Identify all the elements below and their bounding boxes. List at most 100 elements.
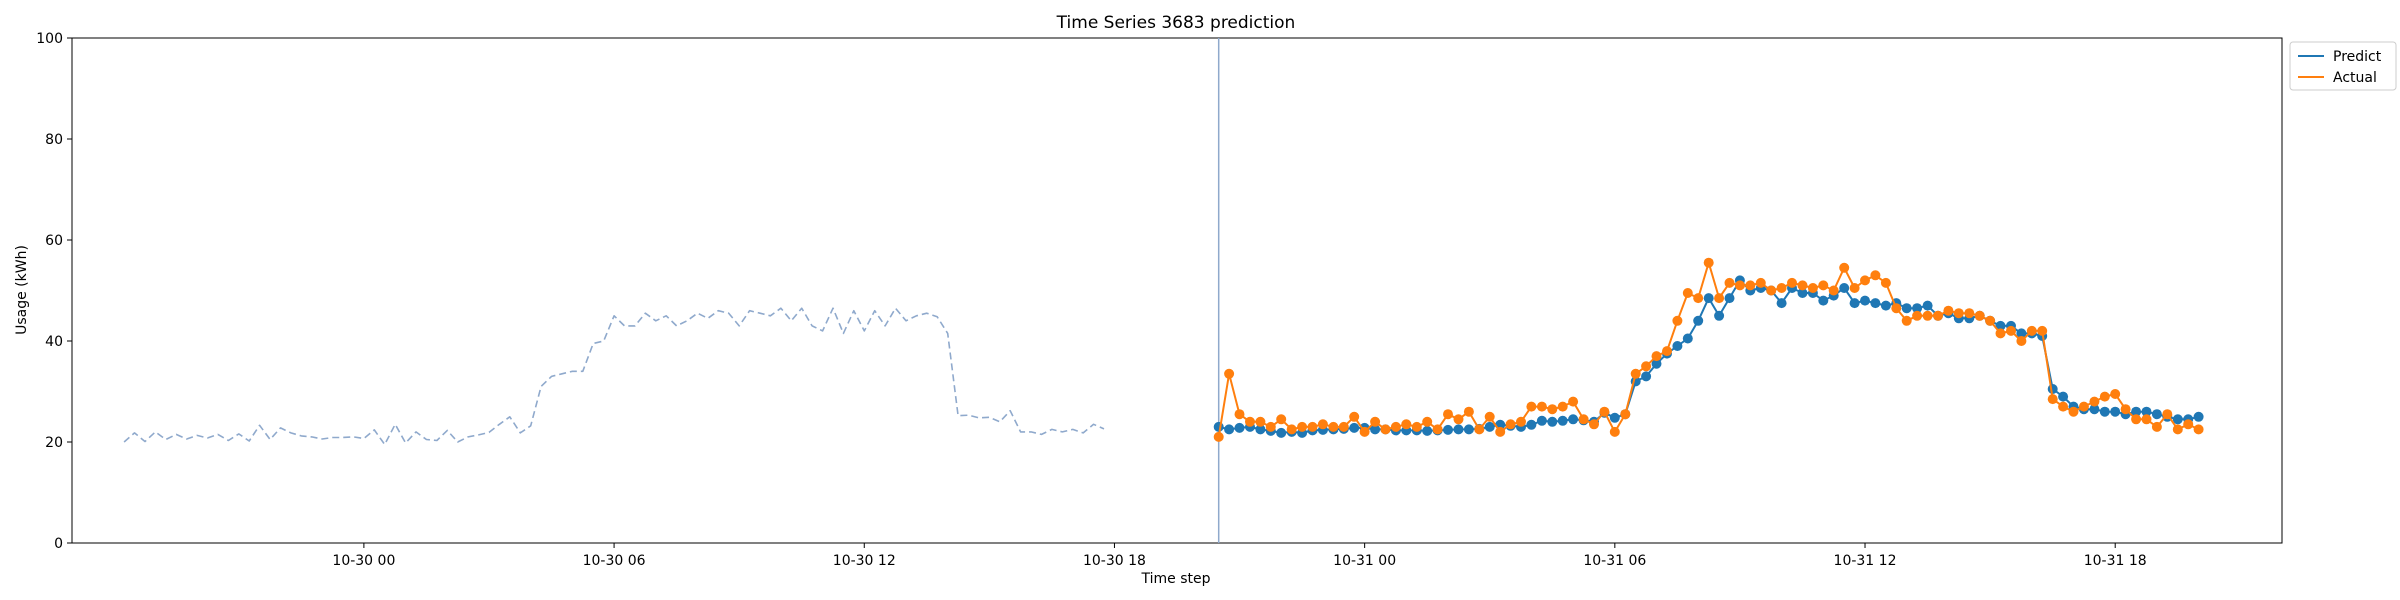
- actual-point: [1245, 416, 1255, 427]
- predict-point: [2110, 406, 2121, 417]
- actual-point: [1578, 414, 1589, 425]
- actual-point: [1641, 361, 1652, 372]
- actual-point: [1463, 406, 1474, 417]
- actual-point: [1224, 368, 1235, 379]
- actual-point: [1776, 283, 1787, 293]
- x-tick-label: 10-30 00: [332, 553, 395, 569]
- predict-point: [1276, 427, 1287, 438]
- predict-point: [1776, 298, 1787, 309]
- actual-point: [1505, 419, 1516, 430]
- predict-point: [1912, 303, 1923, 314]
- x-tick-label: 10-31 06: [1583, 553, 1646, 569]
- actual-point: [1714, 293, 1725, 304]
- actual-point: [2026, 325, 2037, 336]
- predict-point: [1609, 412, 1620, 423]
- actual-point: [1943, 305, 1954, 316]
- actual-point: [1985, 315, 1996, 326]
- actual-point: [1370, 416, 1381, 427]
- predict-point: [1922, 300, 1933, 311]
- predict-point: [1224, 424, 1235, 435]
- actual-point: [1849, 283, 1860, 293]
- actual-point: [1724, 277, 1735, 288]
- legend-predict-label: Predict: [2333, 49, 2382, 65]
- predict-point: [1484, 421, 1495, 432]
- y-tick-label: 80: [45, 132, 63, 148]
- actual-point: [1609, 426, 1620, 437]
- actual-point: [1255, 416, 1266, 427]
- actual-point: [1484, 411, 1495, 422]
- legend-actual-label: Actual: [2333, 70, 2377, 86]
- actual-point: [1307, 421, 1318, 432]
- actual-point: [1589, 419, 1599, 430]
- actual-point: [1953, 308, 1964, 319]
- predict-point: [1463, 424, 1474, 435]
- actual-point: [1797, 280, 1808, 291]
- actual-point: [1286, 424, 1297, 435]
- predict-point: [1349, 422, 1360, 433]
- x-axis: 10-30 00 10-30 06 10-30 12 10-30 18 10-31 00…: [332, 543, 2147, 569]
- actual-point: [1818, 280, 1829, 291]
- x-axis-label: Time step: [1141, 571, 1211, 587]
- actual-point: [1276, 414, 1287, 425]
- actual-point: [1766, 285, 1777, 296]
- actual-point: [1536, 401, 1547, 412]
- series-layer: [123, 257, 2204, 446]
- actual-point: [2016, 336, 2027, 346]
- predict-point: [2089, 404, 2100, 415]
- actual-point: [1474, 424, 1485, 435]
- actual-point: [1422, 416, 1433, 427]
- y-tick-label: 20: [45, 435, 63, 451]
- actual-point: [1234, 409, 1245, 420]
- actual-point: [2089, 396, 2100, 407]
- predict-point: [1422, 425, 1433, 436]
- predict-point: [1234, 422, 1245, 433]
- actual-point: [1807, 283, 1818, 293]
- actual-point: [1599, 406, 1610, 417]
- actual-point: [2110, 389, 2121, 399]
- actual-point: [2047, 394, 2058, 405]
- predict-point: [1870, 298, 1881, 309]
- predict-point: [1213, 421, 1224, 432]
- actual-point: [1922, 310, 1933, 321]
- actual-point: [1526, 401, 1537, 412]
- predict-point: [2099, 406, 2110, 417]
- predict-point: [1443, 424, 1453, 435]
- y-tick-label: 0: [54, 536, 63, 552]
- actual-line: [1217, 261, 2200, 438]
- actual-point: [2141, 414, 2152, 425]
- predict-point: [2172, 414, 2183, 425]
- actual-point: [1349, 411, 1360, 422]
- actual-point: [2068, 406, 2079, 417]
- actual-point: [1839, 262, 1850, 273]
- predict-point: [1557, 415, 1568, 426]
- predict-point: [1693, 315, 1704, 326]
- predict-point: [2047, 384, 2058, 394]
- actual-point: [1213, 431, 1224, 442]
- predict-point: [1880, 300, 1891, 311]
- y-axis: 0 20 40 60 80 100: [36, 31, 72, 552]
- actual-point: [1359, 426, 1370, 437]
- actual-point: [1401, 419, 1412, 430]
- predict-point: [2058, 391, 2069, 402]
- predict-point: [1724, 293, 1735, 304]
- actual-point: [1328, 421, 1339, 432]
- actual-point: [2099, 391, 2110, 402]
- predict-point: [1547, 416, 1558, 427]
- predict-point: [1849, 298, 1860, 309]
- actual-point: [1703, 257, 1714, 268]
- actual-point: [2151, 421, 2162, 432]
- actual-point: [1495, 426, 1506, 437]
- actual-point: [1964, 308, 1975, 319]
- actual-point: [1828, 285, 1839, 296]
- actual-point: [2162, 409, 2173, 420]
- actual-point: [1912, 310, 1923, 321]
- actual-point: [1693, 293, 1704, 304]
- x-tick-label: 10-30 12: [833, 553, 896, 569]
- predict-point: [1526, 419, 1537, 430]
- predict-point: [1370, 424, 1381, 435]
- plot-area: [71, 37, 2283, 544]
- actual-point: [1870, 270, 1881, 281]
- actual-point: [1432, 424, 1443, 435]
- predict-point: [1714, 310, 1725, 321]
